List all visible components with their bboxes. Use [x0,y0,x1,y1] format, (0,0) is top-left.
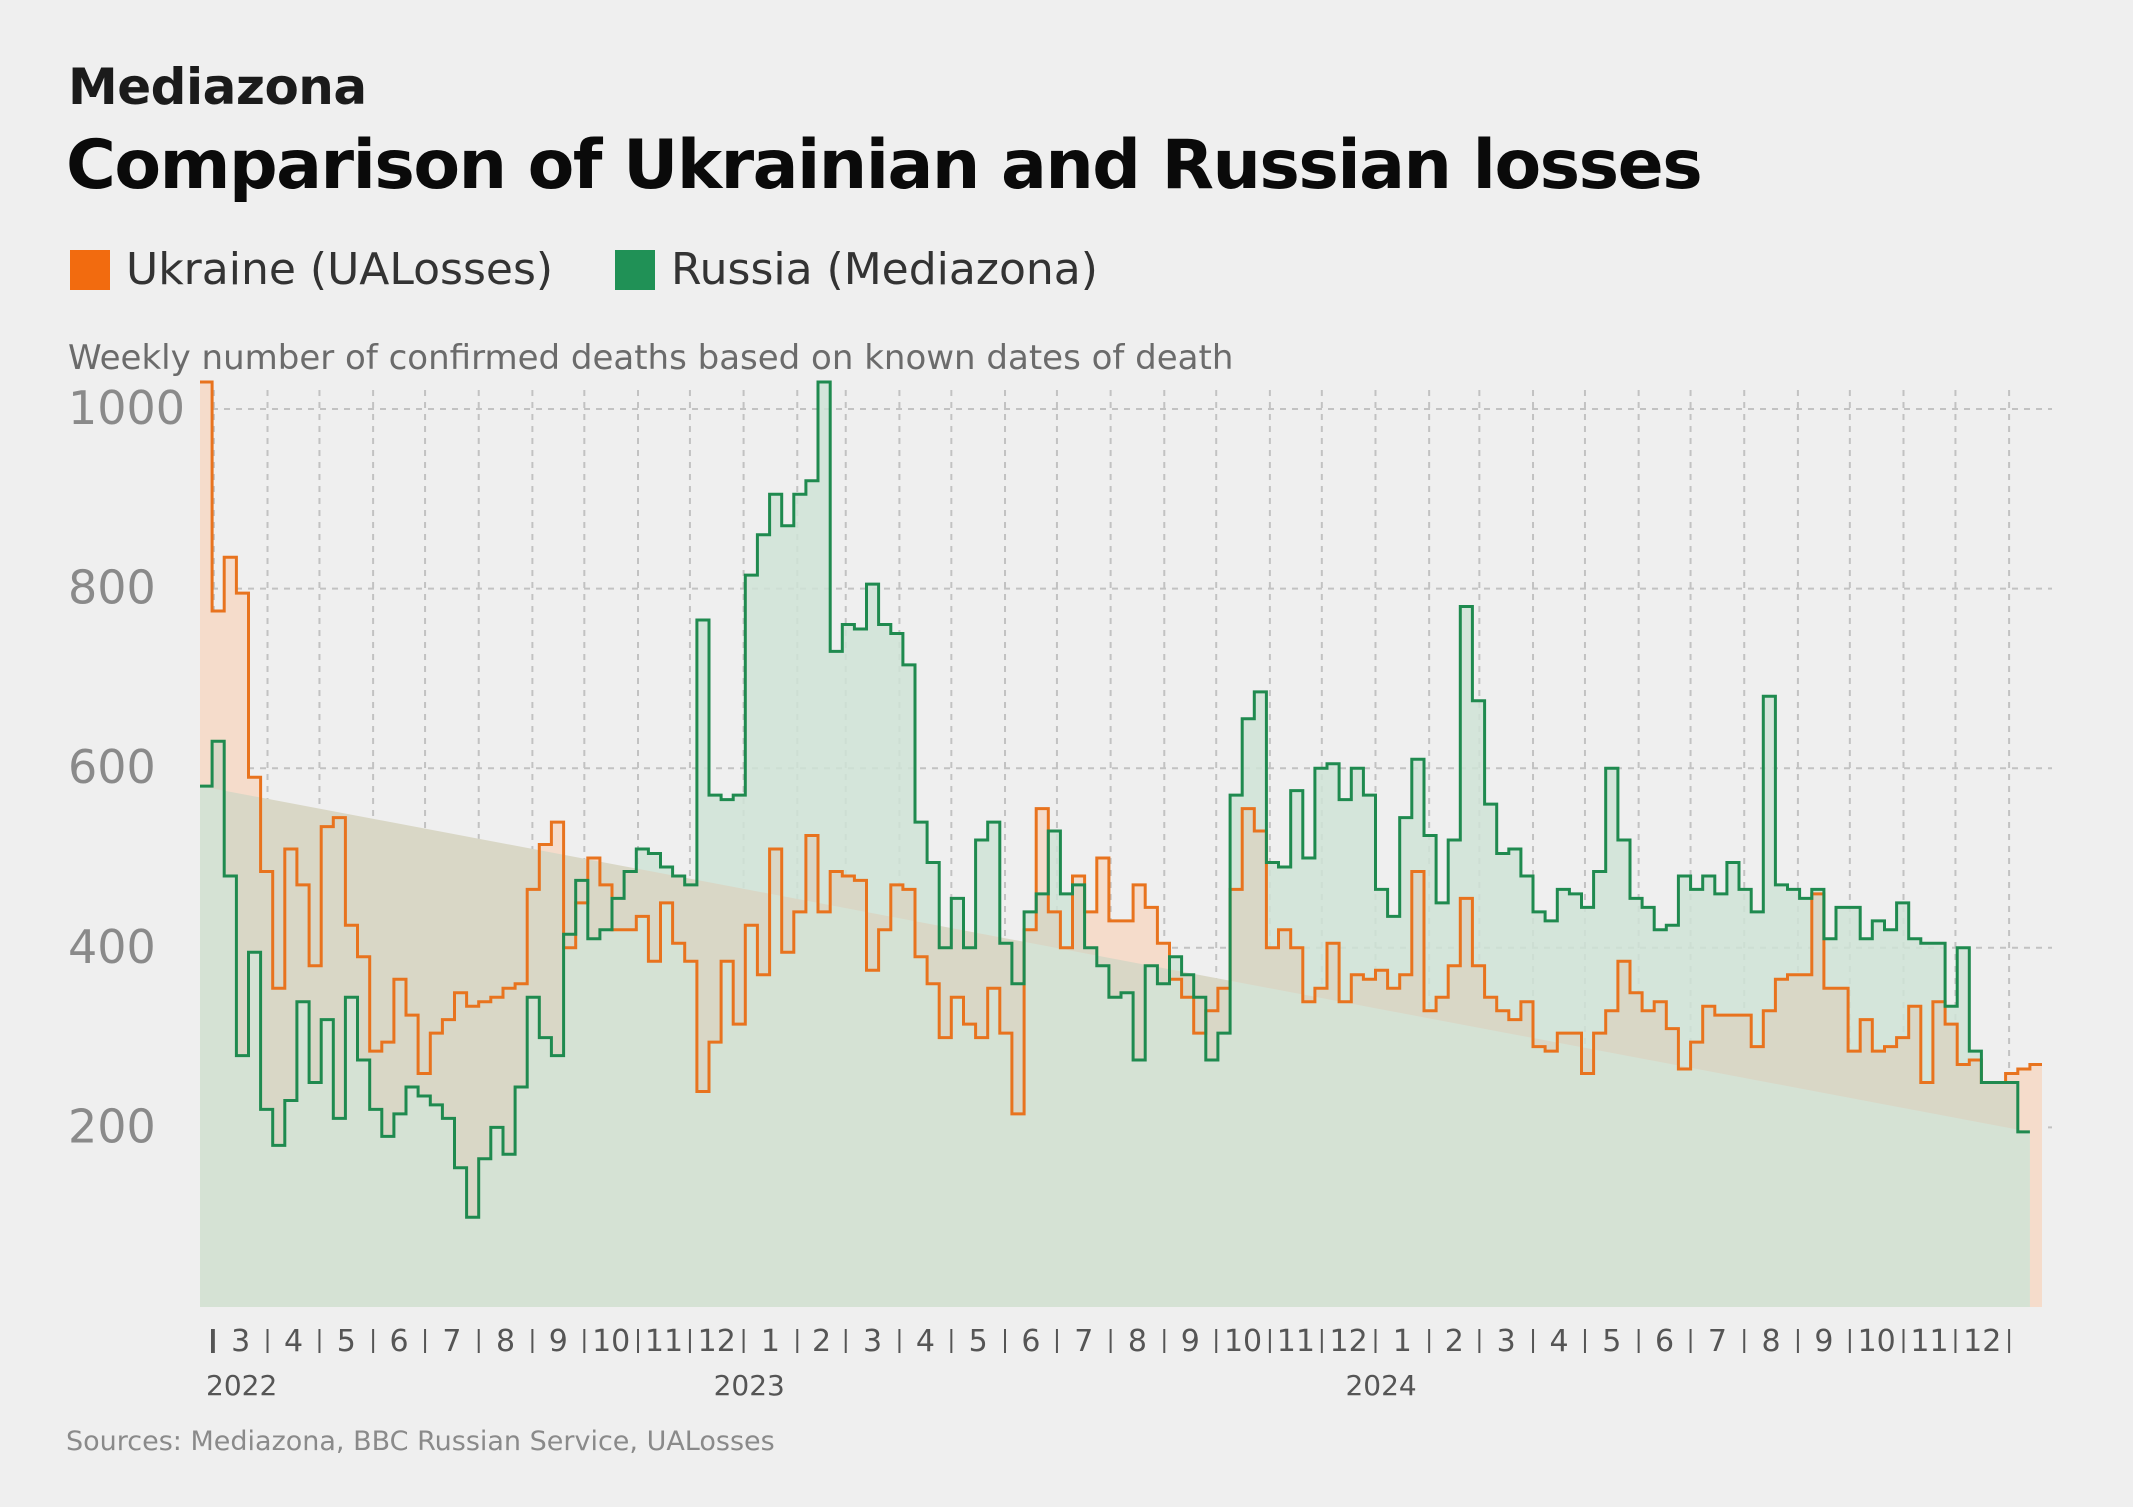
x-tick-label: 5 [337,1324,356,1359]
legend-label-russia: Russia (Mediazona) [671,244,1098,295]
legend-item-ukraine: Ukraine (UALosses) [70,244,553,295]
x-tick-label: 3 [1497,1324,1516,1359]
x-tick-label: 9 [549,1324,568,1359]
x-tick-label: 4 [1549,1324,1568,1359]
legend-swatch-ukraine [70,249,110,290]
x-tick-label: 8 [496,1324,515,1359]
x-tick-label: 12 [1330,1324,1368,1359]
year-label: 2024 [1345,1369,1416,1402]
x-tick-label: 3 [231,1324,250,1359]
legend-label-ukraine: Ukraine (UALosses) [126,244,554,295]
y-tick-label: 400 [68,920,156,974]
year-label: 2022 [206,1369,277,1402]
chart-subtitle: Weekly number of confirmed deaths based … [68,338,1234,378]
legend-item-russia: Russia (Mediazona) [615,244,1098,295]
x-tick-label: 2 [1445,1324,1464,1359]
x-tick-label: 5 [1602,1324,1621,1359]
publisher-logo: Mediazona [68,58,367,116]
russia-area [200,382,2030,1307]
y-tick-label: 600 [68,740,156,794]
x-tick-label: 10 [1224,1324,1262,1359]
x-tick-label: 1 [1393,1324,1412,1359]
x-tick-label: 11 [1277,1324,1315,1359]
x-tick-label: 6 [1655,1324,1674,1359]
source-note: Sources: Mediazona, BBC Russian Service,… [66,1426,775,1457]
x-tick-label: 5 [969,1324,988,1359]
y-tick-label: 800 [68,561,156,615]
x-tick-label: 8 [1128,1324,1147,1359]
legend: Ukraine (UALosses) Russia (Mediazona) [70,244,1160,295]
overlap-area [200,741,2030,1218]
x-tick-label: 10 [592,1324,630,1359]
x-tick-label: 1 [761,1324,780,1359]
x-tick-label: 7 [442,1324,461,1359]
x-tick-label: 9 [1814,1324,1833,1359]
y-tick-label: 1000 [68,381,185,435]
x-tick-label: 12 [1963,1324,2001,1359]
x-tick-label: 9 [1181,1324,1200,1359]
legend-swatch-russia [615,249,656,290]
x-tick-label: 2 [812,1324,831,1359]
x-tick-label: 11 [1910,1324,1948,1359]
russia-line [200,380,2030,1219]
x-tick-label: 8 [1762,1324,1781,1359]
x-tick-label: 3 [863,1324,882,1359]
x-tick-label: 12 [698,1324,736,1359]
x-tick-label: 11 [645,1324,683,1359]
x-tick-label: 6 [390,1324,409,1359]
x-tick-label: 7 [1074,1324,1093,1359]
y-tick-label: 200 [68,1099,156,1153]
x-tick-label: 7 [1708,1324,1727,1359]
x-tick-label: 4 [284,1324,303,1359]
ukraine-line [200,380,2042,1116]
year-label: 2023 [714,1369,785,1402]
x-tick-label: 6 [1021,1324,1040,1359]
x-tick-label: 10 [1858,1324,1896,1359]
chart-title: Comparison of Ukrainian and Russian loss… [66,126,1703,205]
x-tick-label: 4 [916,1324,935,1359]
